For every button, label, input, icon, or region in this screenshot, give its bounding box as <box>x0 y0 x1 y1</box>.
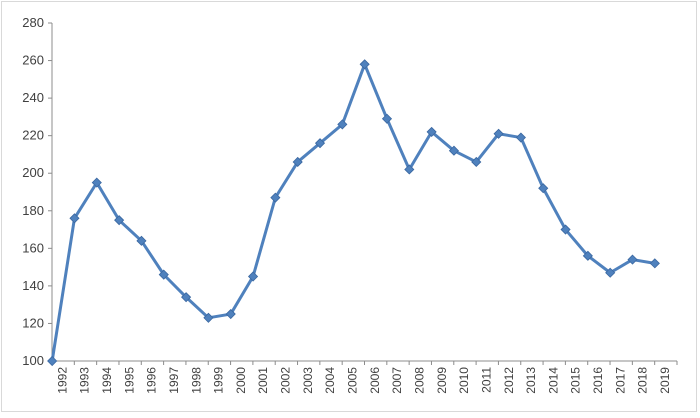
data-point-2005 <box>337 119 348 130</box>
x-tick-label: 2004 <box>323 367 337 394</box>
data-point-2009 <box>426 126 437 137</box>
data-point-1992 <box>47 355 58 367</box>
data-point-1997 <box>158 269 169 280</box>
x-tick-label: 2008 <box>412 367 426 394</box>
y-tick-label: 140 <box>22 278 44 293</box>
data-point-2014 <box>538 183 549 194</box>
data-point-1994 <box>91 177 102 188</box>
x-tick-label: 1998 <box>189 367 203 394</box>
y-tick-label: 160 <box>22 240 44 255</box>
y-tick-label: 280 <box>22 15 44 30</box>
data-point-1995 <box>114 215 125 226</box>
data-point-2013 <box>515 132 526 143</box>
data-point-2018 <box>627 254 638 265</box>
data-point-2016 <box>582 250 593 261</box>
axes <box>51 23 677 362</box>
data-point-2002 <box>270 192 281 203</box>
x-tick-label: 2005 <box>346 367 360 394</box>
x-tick-label: 2000 <box>234 367 248 394</box>
x-axis-ticks: 1992 1993 1994 1995 1996 1997 1998 1999 2000 2001… <box>51 361 678 394</box>
x-tick-label: 1996 <box>145 367 159 394</box>
x-tick-label: 2017 <box>613 367 627 394</box>
data-point-2008 <box>404 164 415 175</box>
y-tick-label: 200 <box>22 165 44 180</box>
series-line <box>50 62 656 362</box>
x-tick-label: 2002 <box>279 367 293 394</box>
x-tick-label: 1993 <box>78 367 92 394</box>
x-tick-label: 2010 <box>457 367 471 394</box>
data-point-2015 <box>560 224 571 235</box>
x-tick-label: 2015 <box>569 367 583 394</box>
x-tick-label: 1995 <box>122 367 136 394</box>
x-tick-label: 1994 <box>100 367 114 394</box>
x-tick-label: 1992 <box>55 367 69 394</box>
x-tick-label: 2001 <box>256 367 270 394</box>
data-point-1998 <box>181 292 192 303</box>
data-point-1993 <box>69 213 80 224</box>
y-tick-label: 180 <box>22 203 44 218</box>
data-point-2001 <box>247 271 259 282</box>
chart-frame: 100 120 140 160 180 200 220 240 260 280 1992 1993 1… <box>1 1 697 412</box>
x-tick-label: 2003 <box>301 367 315 394</box>
x-tick-label: 2016 <box>591 367 605 394</box>
x-tick-label: 2013 <box>524 367 538 394</box>
x-tick-label: 2007 <box>390 367 404 394</box>
x-tick-label: 1999 <box>212 367 226 394</box>
x-tick-label: 1997 <box>167 367 181 394</box>
y-tick-label: 100 <box>22 353 44 368</box>
x-tick-label: 2006 <box>368 367 382 394</box>
x-tick-label: 2014 <box>546 367 560 394</box>
y-tick-label: 240 <box>22 90 44 105</box>
x-tick-label: 2018 <box>636 367 650 394</box>
data-point-2011 <box>471 156 482 168</box>
data-point-2006 <box>359 59 370 70</box>
y-tick-label: 260 <box>22 53 44 68</box>
data-point-2019 <box>649 258 660 269</box>
data-point-2010 <box>448 145 460 156</box>
x-tick-label: 2009 <box>435 367 449 394</box>
data-point-2004 <box>314 138 326 149</box>
x-tick-label: 2019 <box>658 367 672 394</box>
y-tick-label: 120 <box>22 315 44 330</box>
series-layer <box>47 59 660 367</box>
data-point-2017 <box>605 267 616 278</box>
data-point-2012 <box>493 128 504 139</box>
data-point-1999 <box>203 312 214 323</box>
data-point-2003 <box>292 156 303 168</box>
data-point-1996 <box>136 235 147 246</box>
x-tick-label: 2011 <box>479 367 493 393</box>
x-tick-label: 2012 <box>502 367 516 394</box>
y-axis-ticks: 100 120 140 160 180 200 220 240 260 280 <box>22 15 52 368</box>
data-point-2000 <box>225 308 236 320</box>
data-point-2007 <box>381 113 393 124</box>
y-tick-label: 220 <box>22 128 44 143</box>
